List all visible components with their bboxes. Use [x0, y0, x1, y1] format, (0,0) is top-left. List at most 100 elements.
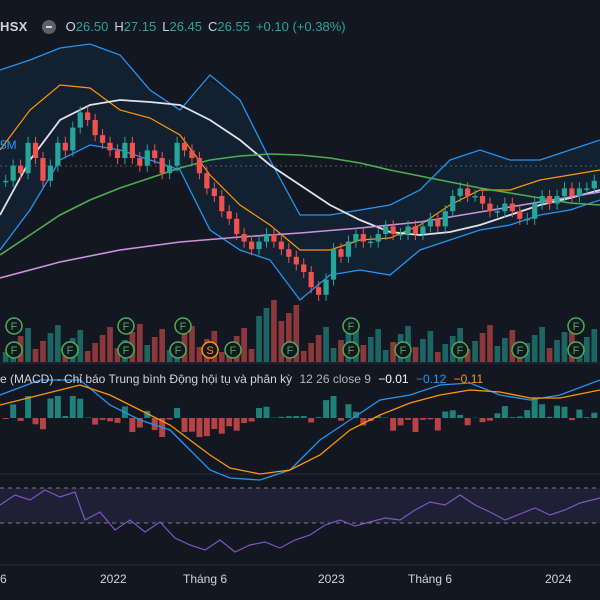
ema-fast-line: [0, 84, 600, 251]
svg-text:F: F: [573, 345, 580, 357]
volume-bar: [285, 313, 292, 362]
volume-bar: [77, 330, 84, 362]
marker-f-icon[interactable]: F: [511, 341, 529, 359]
macd-hist-bar: [181, 418, 188, 432]
candle-body: [591, 180, 597, 189]
macd-value: −0.01: [378, 372, 409, 386]
marker-f-icon[interactable]: F: [117, 341, 135, 359]
macd-hist-bar: [337, 418, 344, 421]
macd-hist-bar: [464, 418, 471, 426]
macd-hist-bar: [99, 418, 106, 420]
macd-hist-bar: [285, 416, 292, 418]
candle-body: [47, 165, 54, 181]
macd-params: 12 26 close 9: [299, 372, 371, 386]
rsi-line: [0, 489, 600, 553]
candle-body: [62, 142, 68, 151]
marker-f-icon[interactable]: F: [224, 341, 242, 359]
volume-bar: [434, 352, 441, 362]
svg-text:F: F: [175, 345, 182, 357]
marker-f-icon[interactable]: F: [342, 341, 360, 359]
marker-f-icon[interactable]: F: [169, 341, 187, 359]
volume-bar: [308, 343, 315, 362]
macd-hist-bar: [539, 404, 546, 418]
macd-hist-value: −0.11: [453, 372, 484, 386]
candle-body: [122, 142, 128, 158]
change-value: +0.10 (+0.38%): [255, 19, 346, 34]
macd-hist-bar: [434, 418, 441, 431]
volume-bar: [479, 333, 486, 362]
candle-body: [167, 165, 173, 174]
candle-body: [539, 196, 545, 204]
marker-f-icon[interactable]: F: [281, 341, 299, 359]
macd-hist-bar: [211, 418, 218, 430]
macd-hist-bar: [188, 418, 195, 432]
marker-f-icon[interactable]: F: [61, 341, 79, 359]
marker-s-icon[interactable]: S: [201, 341, 219, 359]
volume-bar: [531, 335, 538, 362]
volume-bar: [293, 305, 300, 362]
marker-f-icon[interactable]: F: [394, 341, 412, 359]
volume-bar: [196, 347, 203, 362]
volume-bar: [546, 348, 553, 362]
marker-f-icon[interactable]: F: [342, 317, 360, 335]
volume-bar: [464, 349, 471, 362]
volume-bar: [472, 341, 478, 362]
candle-body: [375, 234, 381, 242]
macd-hist-bar: [561, 406, 568, 418]
macd-hist-bar: [405, 418, 412, 420]
marker-f-icon[interactable]: F: [567, 317, 585, 335]
candle-body: [55, 142, 61, 166]
x-tick-4: 2023: [318, 572, 345, 586]
macd-hist-bar: [308, 418, 315, 423]
symbol-label[interactable]: HSX: [0, 19, 28, 34]
macd-hist-bar: [136, 418, 143, 428]
candle-body: [226, 211, 232, 219]
candle-body: [85, 112, 91, 120]
candle-body: [286, 249, 292, 257]
candle-body: [546, 196, 553, 204]
macd-hist-bar: [218, 418, 225, 434]
macd-hist-bar: [479, 418, 486, 423]
marker-f-icon[interactable]: F: [174, 317, 192, 335]
volume-bar: [561, 332, 568, 362]
volume-bar: [375, 329, 382, 362]
macd-hist-bar: [546, 416, 553, 418]
macd-hist-bar: [203, 418, 210, 437]
volume-bar: [271, 300, 277, 362]
svg-text:F: F: [180, 321, 187, 333]
macd-hist-bar: [345, 404, 352, 418]
volume-bars-group: [2, 300, 598, 362]
macd-title[interactable]: e (MACD) - Chỉ báo Trung bình Động hội t…: [0, 372, 293, 386]
marker-f-icon[interactable]: F: [5, 317, 23, 335]
marker-f-icon[interactable]: F: [117, 317, 135, 335]
macd-hist-bar: [591, 412, 598, 418]
candle-body: [18, 165, 24, 174]
candle-body: [524, 218, 530, 221]
candle-body: [248, 241, 255, 250]
svg-text:F: F: [67, 345, 74, 357]
marker-f-icon[interactable]: F: [5, 341, 23, 359]
volume-bar: [390, 342, 396, 362]
marker-f-icon[interactable]: F: [567, 341, 585, 359]
volume-bar: [487, 325, 493, 362]
macd-hist-bar: [576, 409, 583, 418]
macd-hist-bar: [486, 418, 493, 421]
macd-hist-bar: [509, 417, 516, 418]
volume-bar: [263, 308, 270, 362]
candle-body: [293, 256, 299, 265]
macd-legend: e (MACD) - Chỉ báo Trung bình Động hội t…: [0, 372, 483, 386]
volume-bar: [218, 352, 225, 362]
minus-circle-icon[interactable]: [41, 19, 56, 34]
volume-bar: [159, 329, 166, 362]
candle-body: [345, 241, 352, 257]
candle-body: [107, 142, 113, 151]
candle-body: [502, 203, 508, 212]
candle-body: [405, 226, 411, 234]
macd-hist-bar: [501, 406, 508, 418]
candle-body: [494, 211, 501, 213]
macd-hist-bar: [568, 418, 575, 421]
marker-f-icon[interactable]: F: [451, 341, 469, 359]
volume-bar: [241, 328, 247, 362]
candle-body: [584, 188, 590, 190]
